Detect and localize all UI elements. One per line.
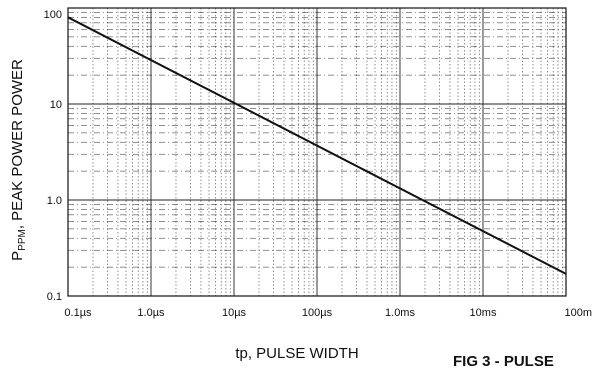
- y-axis-title: PPPM, PEAK POWER POWER: [9, 59, 28, 261]
- plot-frame: [67, 7, 567, 297]
- x-tick-label: 10µs: [222, 307, 247, 319]
- x-tick-label: 1.0ms: [385, 307, 415, 319]
- x-tick-label: 1.0µs: [137, 307, 165, 319]
- series-layer: [67, 16, 567, 275]
- figure-caption: FIG 3 - PULSE: [453, 353, 554, 370]
- grid-layer: [67, 8, 566, 297]
- y-axis-title-sub: PPM: [17, 229, 28, 251]
- y-tick-label: 100: [44, 9, 62, 21]
- x-tick-label: 0.1µs: [64, 307, 92, 319]
- plot-border: [67, 7, 567, 297]
- y-tick-label: 0.1: [47, 291, 62, 303]
- y-axis-title-rest: , PEAK POWER POWER: [9, 59, 26, 229]
- y-tick-label: 10: [50, 99, 62, 111]
- x-axis-title: tp, PULSE WIDTH: [235, 345, 358, 362]
- series-line: [67, 16, 567, 275]
- tick-labels: 0.1µs 1.0µs 10µs 100µs 1.0ms 10ms 100m 100 10 1.0…: [44, 9, 592, 319]
- x-tick-label: 10ms: [470, 307, 497, 319]
- y-tick-label: 1.0: [47, 195, 62, 207]
- y-axis-title-main: P: [9, 251, 26, 261]
- x-tick-label: 100m: [564, 307, 592, 319]
- x-tick-label: 100µs: [302, 307, 333, 319]
